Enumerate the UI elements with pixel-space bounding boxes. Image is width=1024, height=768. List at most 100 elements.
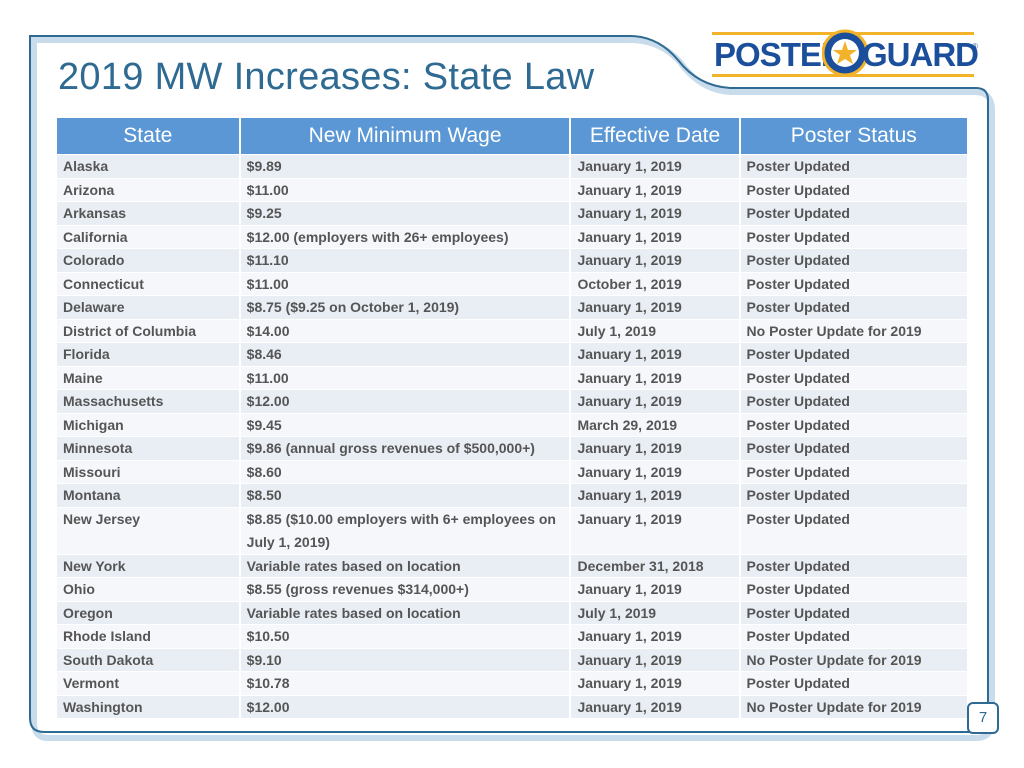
logo-word-guard: GUARD [862, 36, 979, 73]
cell-poster-status: Poster Updated [740, 577, 967, 601]
table-header-row: State New Minimum Wage Effective Date Po… [57, 118, 967, 154]
registered-mark: ® [972, 42, 978, 51]
cell-effective-date: January 1, 2019 [571, 483, 741, 507]
cell-state: Rhode Island [57, 624, 241, 648]
table-row: California $12.00 (employers with 26+ emp… [57, 224, 967, 248]
cell-state: Minnesota [57, 436, 241, 460]
cell-wage: Variable rates based on location [240, 600, 572, 624]
table-row: Washington $12.00 January 1, 2019 No Poster… [57, 694, 967, 718]
cell-effective-date: January 1, 2019 [571, 647, 741, 671]
cell-state: Connecticut [57, 271, 241, 295]
cell-effective-date: January 1, 2019 [571, 671, 741, 695]
cell-effective-date: January 1, 2019 [571, 295, 741, 319]
table-row: Delaware $8.75 ($9.25 on October 1, 2019)… [57, 295, 967, 319]
logo-bottom-rule [712, 74, 974, 77]
cell-poster-status: No Poster Update for 2019 [740, 318, 967, 342]
cell-wage: $9.89 [240, 154, 572, 178]
cell-wage: $12.00 [240, 389, 572, 413]
table-row: Alaska $9.89 January 1, 2019 Poster Updated [57, 154, 967, 178]
cell-poster-status: Poster Updated [740, 248, 967, 272]
page-number: 7 [967, 702, 999, 734]
cell-effective-date: January 1, 2019 [571, 177, 741, 201]
cell-wage: $14.00 [240, 318, 572, 342]
cell-wage: $8.75 ($9.25 on October 1, 2019) [240, 295, 572, 319]
cell-state: California [57, 224, 241, 248]
cell-effective-date: January 1, 2019 [571, 342, 741, 366]
cell-wage: Variable rates based on location [240, 553, 572, 577]
cell-state: Missouri [57, 459, 241, 483]
cell-effective-date: January 1, 2019 [571, 577, 741, 601]
cell-state: New York [57, 553, 241, 577]
cell-poster-status: Poster Updated [740, 365, 967, 389]
cell-poster-status: No Poster Update for 2019 [740, 647, 967, 671]
cell-wage: $8.46 [240, 342, 572, 366]
cell-effective-date: January 1, 2019 [571, 506, 741, 554]
cell-wage: $9.86 (annual gross revenues of $500,000… [240, 436, 572, 460]
cell-effective-date: July 1, 2019 [571, 600, 741, 624]
cell-poster-status: Poster Updated [740, 271, 967, 295]
cell-wage: $9.10 [240, 647, 572, 671]
table-row: Oregon Variable rates based on location Ju… [57, 600, 967, 624]
cell-state: Massachusetts [57, 389, 241, 413]
table-row: Connecticut $11.00 October 1, 2019 Poster U… [57, 271, 967, 295]
table-row: Rhode Island $10.50 January 1, 2019 Poster … [57, 624, 967, 648]
table-row: Vermont $10.78 January 1, 2019 Poster Updat… [57, 671, 967, 695]
cell-poster-status: Poster Updated [740, 553, 967, 577]
cell-effective-date: January 1, 2019 [571, 224, 741, 248]
cell-wage: $12.00 (employers with 26+ employees) [240, 224, 572, 248]
cell-wage: $8.60 [240, 459, 572, 483]
table-row: Colorado $11.10 January 1, 2019 Poster Upda… [57, 248, 967, 272]
cell-wage: $11.00 [240, 271, 572, 295]
table-row: Ohio $8.55 (gross revenues $314,000+) Jan… [57, 577, 967, 601]
table-row: Arkansas $9.25 January 1, 2019 Poster Updat… [57, 201, 967, 225]
cell-poster-status: Poster Updated [740, 295, 967, 319]
cell-state: Montana [57, 483, 241, 507]
cell-state: South Dakota [57, 647, 241, 671]
cell-state: Vermont [57, 671, 241, 695]
header-poster-status: Poster Status [740, 118, 967, 154]
cell-effective-date: January 1, 2019 [571, 248, 741, 272]
cell-poster-status: Poster Updated [740, 201, 967, 225]
cell-state: New Jersey [57, 506, 241, 554]
cell-state: Michigan [57, 412, 241, 436]
cell-poster-status: Poster Updated [740, 483, 967, 507]
cell-state: District of Columbia [57, 318, 241, 342]
star-badge-icon [822, 29, 868, 77]
cell-state: Maine [57, 365, 241, 389]
cell-state: Arkansas [57, 201, 241, 225]
cell-effective-date: January 1, 2019 [571, 201, 741, 225]
cell-poster-status: Poster Updated [740, 154, 967, 178]
table-row: Massachusetts $12.00 January 1, 2019 Poster… [57, 389, 967, 413]
cell-state: Delaware [57, 295, 241, 319]
cell-effective-date: January 1, 2019 [571, 694, 741, 718]
cell-state: Ohio [57, 577, 241, 601]
cell-poster-status: Poster Updated [740, 342, 967, 366]
table-row: Arizona $11.00 January 1, 2019 Poster Updat… [57, 177, 967, 201]
cell-state: Arizona [57, 177, 241, 201]
cell-state: Colorado [57, 248, 241, 272]
table-row: Florida $8.46 January 1, 2019 Poster Update… [57, 342, 967, 366]
cell-wage: $9.25 [240, 201, 572, 225]
cell-effective-date: January 1, 2019 [571, 365, 741, 389]
table-row: Minnesota $9.86 (annual gross revenues of… [57, 436, 967, 460]
cell-effective-date: January 1, 2019 [571, 389, 741, 413]
table-row: Michigan $9.45 March 29, 2019 Poster Update… [57, 412, 967, 436]
cell-effective-date: March 29, 2019 [571, 412, 741, 436]
cell-poster-status: Poster Updated [740, 624, 967, 648]
cell-wage: $8.50 [240, 483, 572, 507]
cell-poster-status: Poster Updated [740, 436, 967, 460]
table-row: Montana $8.50 January 1, 2019 Poster Update… [57, 483, 967, 507]
cell-poster-status: Poster Updated [740, 224, 967, 248]
cell-wage: $9.45 [240, 412, 572, 436]
table-row: District of Columbia $14.00 July 1, 2019 No… [57, 318, 967, 342]
cell-effective-date: January 1, 2019 [571, 436, 741, 460]
poster-guard-logo: POSTER GUARD ® [712, 22, 979, 84]
cell-poster-status: Poster Updated [740, 671, 967, 695]
header-state: State [57, 118, 241, 154]
cell-poster-status: Poster Updated [740, 177, 967, 201]
cell-effective-date: October 1, 2019 [571, 271, 741, 295]
table-row: Missouri $8.60 January 1, 2019 Poster Updat… [57, 459, 967, 483]
table-row: Maine $11.00 January 1, 2019 Poster Updated [57, 365, 967, 389]
min-wage-table: State New Minimum Wage Effective Date Po… [57, 118, 967, 718]
